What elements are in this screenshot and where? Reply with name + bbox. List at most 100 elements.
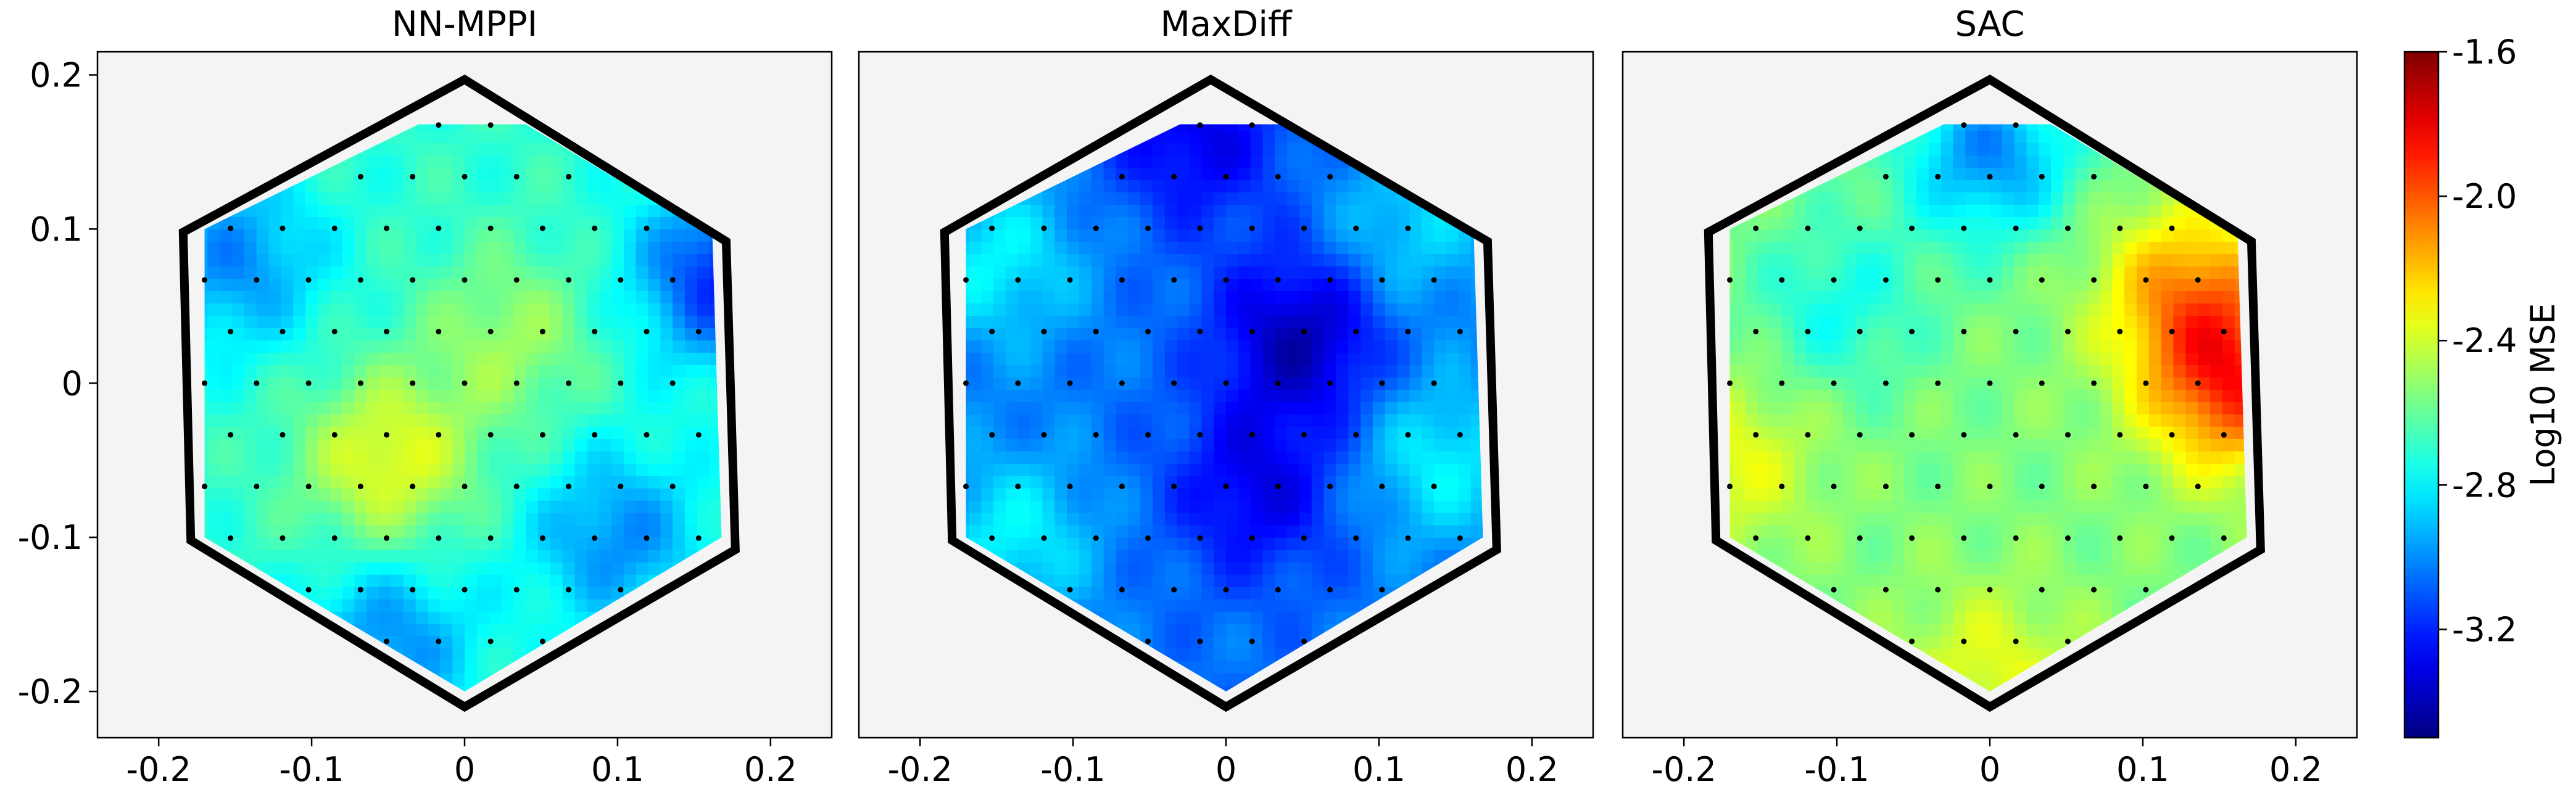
sample-point bbox=[1145, 535, 1151, 541]
sample-point bbox=[2013, 329, 2019, 335]
sample-point bbox=[1301, 535, 1307, 541]
sample-point bbox=[1457, 432, 1463, 438]
sample-point bbox=[331, 535, 338, 541]
sample-point bbox=[1457, 535, 1463, 541]
sample-point bbox=[305, 587, 312, 593]
sample-point bbox=[539, 432, 545, 438]
sample-point bbox=[2195, 277, 2201, 283]
sample-point bbox=[1379, 380, 1385, 386]
workspace-hexagon bbox=[178, 74, 740, 712]
sample-point bbox=[305, 484, 312, 490]
sample-point bbox=[1301, 638, 1307, 645]
sample-point bbox=[1779, 484, 1785, 490]
sample-point bbox=[2117, 329, 2123, 335]
sample-point bbox=[1327, 484, 1333, 490]
sample-point bbox=[280, 225, 286, 231]
sample-point bbox=[1223, 173, 1229, 179]
sample-point bbox=[963, 380, 969, 386]
sample-point bbox=[254, 277, 260, 283]
sample-point bbox=[1327, 380, 1333, 386]
sample-point bbox=[1753, 535, 1759, 541]
sample-point bbox=[1857, 329, 1863, 335]
sample-point bbox=[1961, 329, 1967, 335]
sample-point bbox=[202, 484, 208, 490]
sample-point bbox=[1961, 225, 1967, 231]
sample-point bbox=[1431, 380, 1437, 386]
sample-point bbox=[2091, 380, 2097, 386]
sample-point bbox=[1909, 535, 1915, 541]
colorbar-tick-label: -2.4 bbox=[2452, 321, 2517, 360]
sample-point bbox=[2117, 535, 2123, 541]
sample-point bbox=[1727, 277, 1733, 283]
sample-point bbox=[963, 277, 969, 283]
sample-point bbox=[1223, 484, 1229, 490]
y-tick-label: -0.1 bbox=[18, 518, 83, 557]
colorbar-gradient bbox=[2403, 51, 2440, 739]
sample-point bbox=[1379, 277, 1385, 283]
sample-point bbox=[2013, 432, 2019, 438]
x-tick-label: 0 bbox=[1216, 750, 1236, 789]
sample-point bbox=[1041, 535, 1047, 541]
sample-point bbox=[1805, 225, 1811, 231]
x-tick-label: 0.2 bbox=[2269, 750, 2322, 789]
sample-point bbox=[1831, 484, 1837, 490]
sample-point bbox=[228, 225, 234, 231]
sample-point bbox=[644, 535, 650, 541]
sample-point bbox=[669, 484, 676, 490]
sample-point bbox=[462, 587, 468, 593]
sample-point bbox=[2169, 329, 2175, 335]
sample-point bbox=[462, 380, 468, 386]
sample-point bbox=[2013, 535, 2019, 541]
y-tick-label: 0.2 bbox=[30, 56, 83, 94]
sample-point bbox=[1249, 432, 1255, 438]
sample-point bbox=[1727, 380, 1733, 386]
workspace-hexagon bbox=[1704, 74, 2265, 712]
sample-point bbox=[2221, 535, 2227, 541]
sample-point bbox=[410, 277, 416, 283]
sample-point bbox=[1301, 329, 1307, 335]
sample-point bbox=[1249, 329, 1255, 335]
sample-point bbox=[1909, 329, 1915, 335]
sample-point bbox=[1223, 277, 1229, 283]
sample-point bbox=[202, 277, 208, 283]
sample-point bbox=[2091, 277, 2097, 283]
sample-point bbox=[1041, 432, 1047, 438]
sample-point bbox=[462, 277, 468, 283]
sample-point bbox=[1857, 225, 1863, 231]
panels-group: NN-MPPI-0.2 -0.1 0 0.1 0.20.20.10-0.1-0.2Max… bbox=[18, 4, 2358, 789]
colorbar-tick-label: -2.0 bbox=[2452, 177, 2517, 216]
sample-point bbox=[592, 432, 598, 438]
sample-point bbox=[254, 484, 260, 490]
sample-point bbox=[1171, 587, 1177, 593]
sample-point bbox=[1119, 173, 1125, 179]
sample-point bbox=[963, 484, 969, 490]
y-tick-label: 0 bbox=[62, 364, 83, 403]
colorbar-tick-label: -2.8 bbox=[2452, 466, 2517, 505]
sample-point bbox=[487, 122, 494, 128]
sample-point bbox=[1093, 225, 1099, 231]
sample-point bbox=[384, 535, 390, 541]
sample-point bbox=[1119, 484, 1125, 490]
sample-point bbox=[644, 329, 650, 335]
sample-point bbox=[989, 225, 995, 231]
sample-point bbox=[989, 329, 995, 335]
sample-point bbox=[2039, 380, 2045, 386]
sample-point bbox=[513, 277, 520, 283]
y-tick-label: -0.2 bbox=[18, 672, 83, 711]
sample-point bbox=[1882, 587, 1889, 593]
sample-point bbox=[2091, 484, 2097, 490]
sample-point bbox=[1223, 380, 1229, 386]
sample-point bbox=[410, 380, 416, 386]
x-tick-label: 0.1 bbox=[1352, 750, 1406, 789]
sample-point bbox=[487, 329, 494, 335]
sample-point bbox=[357, 484, 363, 490]
sample-point bbox=[2039, 277, 2045, 283]
sample-point bbox=[1327, 277, 1333, 283]
panel-title: SAC bbox=[1955, 4, 2024, 44]
sample-point bbox=[410, 587, 416, 593]
sample-point bbox=[1935, 277, 1941, 283]
sample-point bbox=[1275, 173, 1281, 179]
sample-point bbox=[1961, 638, 1967, 645]
sample-point bbox=[331, 329, 338, 335]
sample-point bbox=[357, 277, 363, 283]
